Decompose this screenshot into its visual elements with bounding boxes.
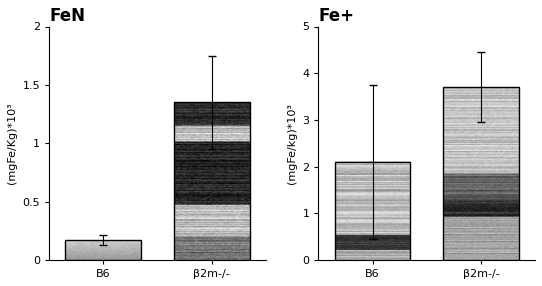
Bar (66, 240, 141, 260)
Y-axis label: (mgFe/Kg)*10³: (mgFe/Kg)*10³ (7, 102, 17, 184)
Bar (334, 162, 410, 260)
Text: Fe+: Fe+ (318, 7, 354, 25)
Bar (443, 87, 519, 260)
Bar (174, 102, 249, 260)
Y-axis label: (mgFe/kg)*10³: (mgFe/kg)*10³ (287, 103, 296, 184)
Text: FeN: FeN (49, 7, 85, 25)
